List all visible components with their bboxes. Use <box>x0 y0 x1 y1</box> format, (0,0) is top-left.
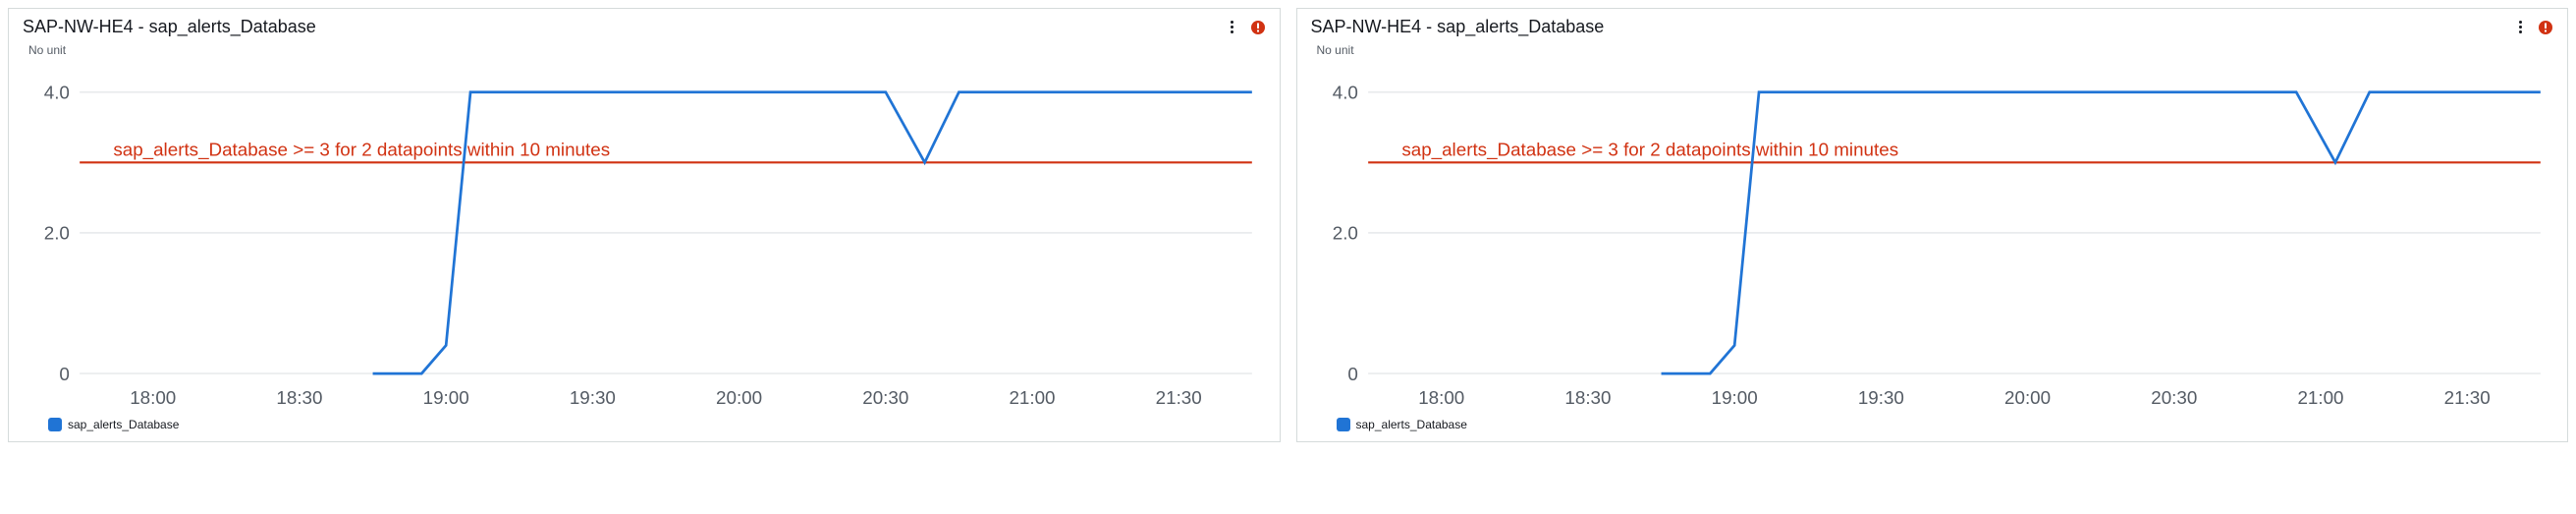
line-chart: 0 2.0 4.0 18:00 18:30 19:00 19:30 20:00 20:30 21:… <box>1311 61 2554 414</box>
svg-text:19:00: 19:00 <box>423 387 469 408</box>
svg-text:sap_alerts_Database >= 3 for 2: sap_alerts_Database >= 3 for 2 datapoint… <box>1401 139 1898 160</box>
svg-text:0: 0 <box>1347 364 1357 384</box>
unit-label: No unit <box>9 41 1280 57</box>
metric-panel: SAP-NW-HE4 - sap_alerts_Database No unit… <box>8 8 1281 442</box>
chart-legend: sap_alerts_Database <box>1297 414 2568 441</box>
kebab-menu-icon[interactable] <box>1225 20 1240 35</box>
svg-text:19:30: 19:30 <box>1857 387 1903 408</box>
legend-swatch <box>1337 418 1350 431</box>
svg-text:18:30: 18:30 <box>276 387 322 408</box>
panel-actions <box>1225 20 1266 35</box>
legend-swatch <box>48 418 62 431</box>
kebab-menu-icon[interactable] <box>2512 20 2528 35</box>
unit-label: No unit <box>1297 41 2568 57</box>
svg-text:0: 0 <box>59 364 69 384</box>
chart-legend: sap_alerts_Database <box>9 414 1280 441</box>
svg-text:21:30: 21:30 <box>2443 387 2490 408</box>
panel-title: SAP-NW-HE4 - sap_alerts_Database <box>23 17 316 37</box>
svg-text:20:30: 20:30 <box>2151 387 2197 408</box>
svg-text:19:00: 19:00 <box>1711 387 1757 408</box>
svg-text:2.0: 2.0 <box>1332 223 1357 244</box>
svg-text:sap_alerts_Database >= 3 for 2: sap_alerts_Database >= 3 for 2 datapoint… <box>113 139 610 160</box>
panel-actions <box>2512 20 2553 35</box>
svg-text:2.0: 2.0 <box>44 223 70 244</box>
chart-area: 0 2.0 4.0 18:00 18:30 19:00 19:30 20:00 20:30 21:… <box>1297 57 2568 414</box>
legend-label: sap_alerts_Database <box>1356 418 1467 431</box>
svg-text:18:00: 18:00 <box>1418 387 1464 408</box>
alert-status-icon[interactable] <box>1250 20 1266 35</box>
svg-text:19:30: 19:30 <box>570 387 616 408</box>
panel-title: SAP-NW-HE4 - sap_alerts_Database <box>1311 17 1605 37</box>
panel-header: SAP-NW-HE4 - sap_alerts_Database <box>1297 9 2568 41</box>
legend-label: sap_alerts_Database <box>68 418 179 431</box>
svg-text:20:30: 20:30 <box>862 387 908 408</box>
svg-text:21:30: 21:30 <box>1156 387 1202 408</box>
svg-text:21:00: 21:00 <box>1009 387 1055 408</box>
svg-text:4.0: 4.0 <box>1332 83 1357 103</box>
svg-text:18:00: 18:00 <box>130 387 176 408</box>
svg-text:21:00: 21:00 <box>2297 387 2343 408</box>
line-chart: 0 2.0 4.0 18:00 18:30 19:00 19:30 20:00 20:30 21:… <box>23 61 1266 414</box>
chart-area: 0 2.0 4.0 18:00 18:30 19:00 19:30 20:00 20:30 21:… <box>9 57 1280 414</box>
svg-text:20:00: 20:00 <box>716 387 762 408</box>
alert-status-icon[interactable] <box>2538 20 2553 35</box>
panel-header: SAP-NW-HE4 - sap_alerts_Database <box>9 9 1280 41</box>
svg-text:18:30: 18:30 <box>1564 387 1611 408</box>
svg-text:4.0: 4.0 <box>44 83 70 103</box>
svg-text:20:00: 20:00 <box>2004 387 2051 408</box>
metric-panel: SAP-NW-HE4 - sap_alerts_Database No unit… <box>1296 8 2569 442</box>
